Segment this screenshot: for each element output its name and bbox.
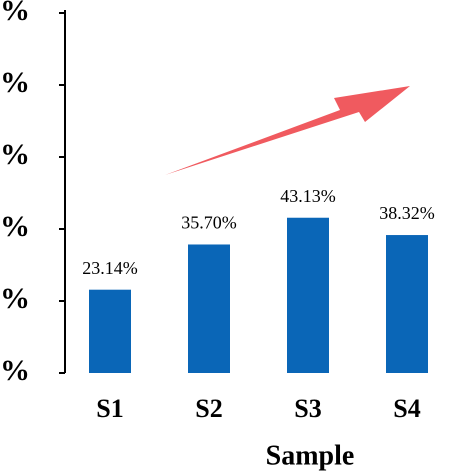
- bar: [89, 289, 131, 373]
- y-tick-label: %: [0, 210, 30, 243]
- value-label: 43.13%: [280, 186, 336, 206]
- y-tick-label: %: [0, 354, 30, 387]
- value-label: 38.32%: [379, 203, 435, 223]
- bar: [386, 235, 428, 373]
- y-tick-label: %: [0, 66, 30, 99]
- x-tick-label: S3: [294, 394, 321, 423]
- y-tick-label: %: [0, 0, 30, 27]
- value-label: 23.14%: [82, 258, 138, 278]
- value-label: 35.70%: [181, 213, 237, 233]
- x-axis-label: Sample: [266, 440, 355, 471]
- x-tick-label: S4: [393, 394, 420, 423]
- x-tick-label: S2: [195, 394, 222, 423]
- trend-arrow: [165, 86, 410, 175]
- bar: [287, 217, 329, 373]
- y-tick-label: %: [0, 282, 30, 315]
- bar: [188, 244, 230, 373]
- y-tick-label: %: [0, 138, 30, 171]
- x-tick-label: S1: [96, 394, 123, 423]
